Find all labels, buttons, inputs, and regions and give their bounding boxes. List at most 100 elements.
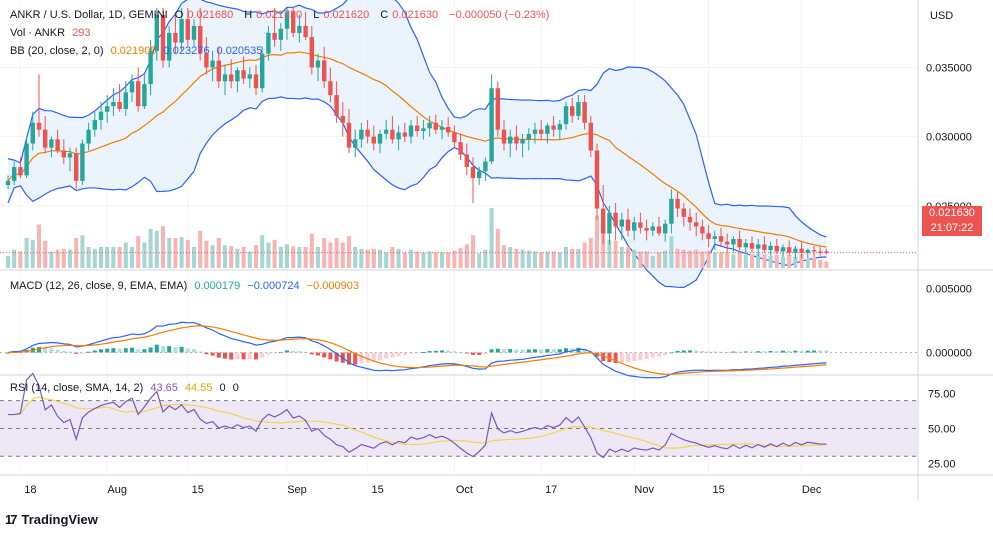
candle — [86, 122, 91, 151]
candle-body — [111, 102, 116, 107]
symbol-legend[interactable]: ANKR / U.S. Dollar, 1D, GEMINI O 0.021680… — [10, 9, 550, 21]
macd-histogram-bar — [409, 352, 413, 354]
macd-histogram-bar — [477, 352, 482, 356]
time-tick-label: 15 — [192, 484, 204, 496]
macd-histogram-bar — [80, 352, 85, 354]
macd-histogram-bar — [173, 347, 178, 353]
volume-bar — [762, 254, 767, 268]
candle — [570, 97, 575, 123]
candle-body — [427, 122, 432, 129]
macd-histogram-bar — [675, 350, 680, 353]
candle-body — [415, 125, 420, 132]
candle-body — [266, 32, 271, 54]
volume-bar — [427, 251, 432, 268]
macd-histogram-bar — [799, 350, 804, 353]
candlestick-series — [0, 8, 918, 259]
macd-histogram-bar — [117, 348, 122, 353]
candle-body — [532, 129, 538, 134]
macd-histogram-bar — [657, 352, 661, 357]
candle — [123, 81, 128, 116]
volume-legend[interactable]: Vol · ANKR 293 — [10, 27, 91, 39]
macd-histogram-bar — [526, 349, 531, 353]
macd-histogram-bar — [198, 351, 203, 353]
candle — [694, 212, 699, 237]
volume-bar — [514, 248, 519, 268]
candle — [315, 53, 321, 82]
candle-body — [669, 198, 674, 224]
volume-bar — [520, 249, 525, 268]
macd-histogram-bar — [347, 352, 351, 365]
macd-histogram-bar — [694, 350, 699, 353]
candle-body — [328, 81, 333, 96]
volume-bar — [285, 244, 289, 268]
candle — [216, 46, 221, 89]
volume-bar — [805, 258, 810, 268]
candle-body — [508, 136, 513, 144]
macd-histogram-bar — [136, 349, 141, 353]
candle — [446, 117, 451, 137]
volume-bar — [743, 255, 748, 268]
candle-body — [74, 153, 79, 181]
volume-bar — [161, 226, 165, 268]
candle-body — [421, 128, 426, 132]
time-tick-label: 18 — [24, 484, 36, 496]
volume-bar — [154, 230, 159, 268]
volume-bar — [353, 247, 358, 268]
volume-bar — [55, 249, 60, 268]
macd-legend[interactable]: MACD (12, 26, close, 9, EMA, EMA) 0.0001… — [10, 280, 359, 292]
rsi-tick-label: 75.00 — [928, 389, 956, 401]
volume-bar — [216, 238, 221, 268]
volume-bar — [241, 247, 246, 268]
macd-histogram-bar — [359, 352, 364, 364]
tradingview-brand[interactable]: 17 TradingView — [5, 512, 98, 527]
macd-histogram-bar — [247, 352, 252, 360]
macd-histogram-bar — [266, 352, 271, 355]
volume-bar — [719, 252, 723, 268]
candle — [49, 136, 54, 158]
candle — [601, 185, 606, 245]
volume-bar — [477, 253, 482, 268]
candle-body — [632, 222, 637, 231]
candle — [625, 208, 631, 237]
bb-legend[interactable]: BB (20, close, 2, 0) 0.021905 0.023276 0… — [10, 45, 263, 57]
candle-body — [272, 32, 277, 40]
candle-body — [235, 70, 240, 82]
candle — [619, 212, 624, 241]
bb-lower-line — [7, 96, 827, 289]
volume-bar — [750, 254, 754, 268]
candle — [402, 122, 407, 143]
macd-histogram-bar — [452, 351, 457, 353]
volume-bar — [192, 247, 196, 268]
candle — [92, 111, 97, 137]
macd-histogram-bar — [743, 351, 748, 353]
volume-bar — [340, 242, 345, 268]
volume-bar — [694, 249, 699, 268]
candle-body — [501, 129, 507, 144]
candle — [359, 122, 364, 148]
candle-body — [384, 129, 389, 134]
candle — [98, 102, 104, 130]
candle — [712, 230, 717, 251]
volume-bar — [43, 240, 48, 268]
macd-histogram-bar — [371, 352, 376, 362]
candle — [173, 12, 178, 54]
candle — [43, 115, 48, 154]
candle-body — [396, 132, 401, 140]
candle — [396, 125, 401, 151]
volume-bar — [471, 235, 475, 268]
rsi-legend[interactable]: RSI (14, close, SMA, 14, 2) 43.65 44.55 … — [10, 382, 239, 394]
rsi-pane — [0, 372, 918, 459]
candle-body — [601, 208, 606, 234]
volume-bar — [768, 256, 773, 268]
volume-bar — [657, 252, 661, 268]
candle-body — [5, 180, 11, 186]
candle-body — [489, 88, 494, 162]
candle-body — [191, 25, 197, 40]
bb-fill — [8, 0, 827, 288]
candle — [607, 205, 612, 245]
volume-bar — [644, 251, 649, 268]
macd-histogram-bar — [787, 350, 792, 353]
candle — [539, 120, 544, 140]
volume-bar — [415, 251, 420, 268]
macd-histogram-bar — [74, 352, 79, 354]
